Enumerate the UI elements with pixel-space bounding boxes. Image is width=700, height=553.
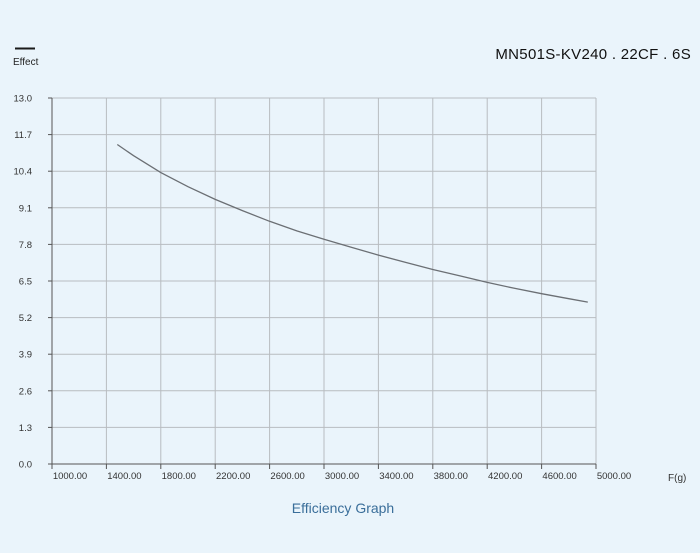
y-tick-label: 5.2 xyxy=(19,313,32,324)
x-tick-label: 3400.00 xyxy=(379,471,413,482)
chart-subtitle: Efficiency Graph xyxy=(292,500,394,516)
y-tick-label: 10.4 xyxy=(14,167,33,178)
y-tick-label: 13.0 xyxy=(14,94,33,105)
x-tick-label: 2600.00 xyxy=(270,471,304,482)
x-tick-label: 4200.00 xyxy=(488,471,522,482)
y-tick-label: 3.9 xyxy=(19,350,32,361)
x-axis-label: F(g) xyxy=(668,473,686,484)
y-tick-label: 7.8 xyxy=(19,240,32,251)
x-tick-label: 3000.00 xyxy=(325,471,359,482)
x-tick-label: 1000.00 xyxy=(53,471,87,482)
y-tick-label: 1.3 xyxy=(19,423,32,434)
x-tick-labels: 1000.00 1400.00 1800.00 2200.00 2600.00 3000.… xyxy=(53,471,631,482)
y-tick-label: 2.6 xyxy=(19,386,32,397)
y-tick-label: 11.7 xyxy=(14,130,32,141)
y-tick-labels: 0.0 1.3 2.6 3.9 5.2 6.5 7.8 9.1 10.4 11.7 13.0 xyxy=(14,94,33,471)
x-tick-label: 1800.00 xyxy=(162,471,196,482)
x-tick-label: 3800.00 xyxy=(434,471,468,482)
chart-title: MN501S-KV240 . 22CF . 6S xyxy=(495,46,691,63)
x-tick-label: 1400.00 xyxy=(107,471,141,482)
series-lines xyxy=(116,143,588,303)
legend-label: Effect xyxy=(13,57,39,68)
axes xyxy=(48,97,597,469)
x-tick-label: 4600.00 xyxy=(542,471,576,482)
series-line-effect xyxy=(116,143,588,303)
x-tick-label: 5000.00 xyxy=(597,471,631,482)
y-tick-label: 6.5 xyxy=(19,277,32,288)
grid-lines xyxy=(52,97,597,464)
y-tick-label: 0.0 xyxy=(19,460,32,471)
x-tick-label: 2200.00 xyxy=(216,471,250,482)
legend: Effect xyxy=(13,47,39,68)
y-tick-label: 9.1 xyxy=(19,203,32,214)
